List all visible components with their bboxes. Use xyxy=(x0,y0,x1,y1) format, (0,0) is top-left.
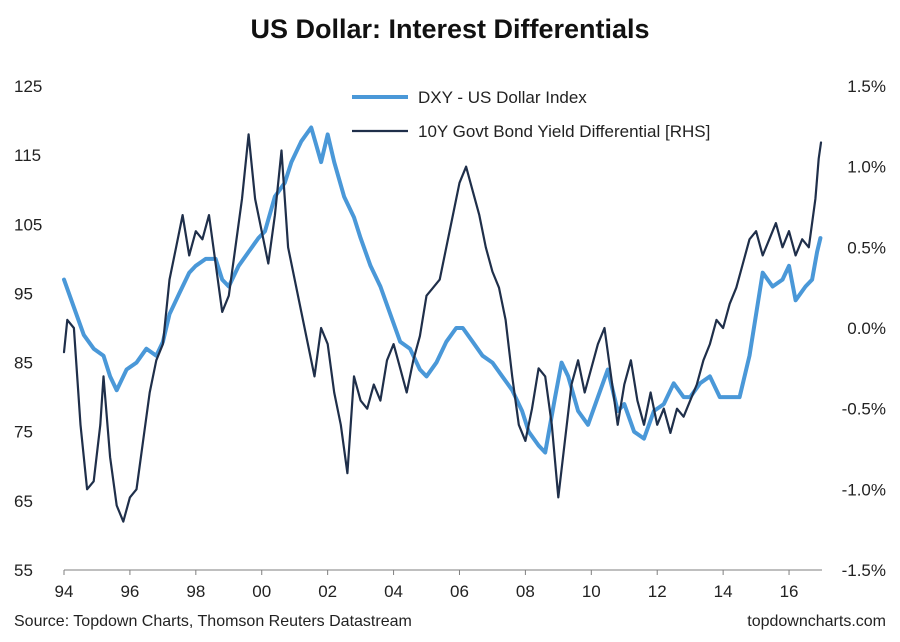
x-tick-label: 14 xyxy=(714,582,733,601)
right-tick-label: 0.0% xyxy=(847,319,886,338)
brand-watermark: topdowncharts.com xyxy=(747,613,886,630)
x-tick-label: 96 xyxy=(120,582,139,601)
left-tick-label: 115 xyxy=(14,146,41,165)
right-tick-label: -1.5% xyxy=(842,561,886,580)
left-tick-label: 105 xyxy=(14,215,42,234)
right-tick-label: 0.5% xyxy=(847,238,886,257)
left-tick-label: 95 xyxy=(14,284,33,303)
x-axis: 94 96 98 00 02 04 06 08 10 12 14 16 xyxy=(55,570,799,601)
chart-title: US Dollar: Interest Differentials xyxy=(250,14,649,44)
x-tick-label: 10 xyxy=(582,582,601,601)
legend-label-dxy: DXY - US Dollar Index xyxy=(418,88,587,107)
right-tick-label: 1.5% xyxy=(847,77,886,96)
series-line-dxy xyxy=(62,125,823,455)
right-axis: -1.5% -1.0% -0.5% 0.0% 0.5% 1.0% 1.5% xyxy=(842,77,886,580)
left-tick-label: 85 xyxy=(14,354,33,373)
left-tick-label: 75 xyxy=(14,423,33,442)
x-tick-label: 94 xyxy=(55,582,74,601)
x-tick-label: 08 xyxy=(516,582,535,601)
right-tick-label: 1.0% xyxy=(847,158,886,177)
x-tick-label: 12 xyxy=(648,582,667,601)
x-tick-label: 98 xyxy=(186,582,205,601)
legend: DXY - US Dollar Index 10Y Govt Bond Yiel… xyxy=(352,88,710,141)
left-tick-label: 65 xyxy=(14,492,33,511)
x-tick-label: 16 xyxy=(780,582,799,601)
right-tick-label: -0.5% xyxy=(842,400,886,419)
x-tick-label: 02 xyxy=(318,582,337,601)
left-axis: 55 65 75 85 95 105 115 125 xyxy=(14,77,42,580)
x-tick-label: 00 xyxy=(252,582,271,601)
left-tick-label: 55 xyxy=(14,561,33,580)
source-note: Source: Topdown Charts, Thomson Reuters … xyxy=(14,613,412,630)
left-tick-label: 125 xyxy=(14,77,42,96)
right-tick-label: -1.0% xyxy=(842,480,886,499)
x-tick-label: 04 xyxy=(384,582,403,601)
series-line-yield-differential xyxy=(62,133,823,523)
x-tick-label: 06 xyxy=(450,582,469,601)
legend-label-yield-differential: 10Y Govt Bond Yield Differential [RHS] xyxy=(418,122,710,141)
plot-area xyxy=(62,125,823,523)
